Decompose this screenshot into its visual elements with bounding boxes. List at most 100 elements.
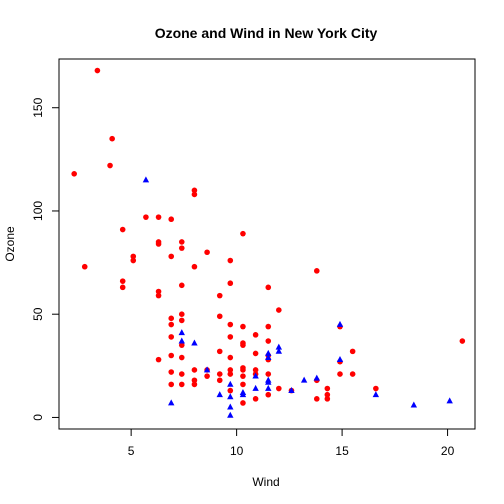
triangle-point xyxy=(275,343,283,350)
circle-point xyxy=(191,263,198,270)
circle-point xyxy=(155,241,162,247)
circle-point xyxy=(178,311,185,318)
triangle-point xyxy=(313,374,320,381)
triangle-point xyxy=(227,393,234,400)
triangle-point xyxy=(203,366,211,373)
circle-point xyxy=(252,332,259,338)
circle-point xyxy=(168,334,175,340)
circle-point xyxy=(168,381,175,388)
circle-point xyxy=(155,288,162,295)
triangle-point xyxy=(178,329,185,336)
circle-point xyxy=(313,268,320,274)
x-axis-label: Wind xyxy=(252,475,279,489)
circle-point xyxy=(178,342,185,348)
y-axis: 0 50 100 150 xyxy=(31,97,60,421)
circle-point xyxy=(324,396,331,402)
circle-point xyxy=(191,187,198,194)
circle-point xyxy=(71,170,77,177)
circle-point xyxy=(265,338,272,344)
triangle-point xyxy=(265,384,272,391)
circle-point xyxy=(155,214,162,220)
circle-point xyxy=(276,307,282,313)
chart-title: Ozone and Wind in New York City xyxy=(155,25,378,41)
circle-point xyxy=(168,315,175,322)
circle-point xyxy=(349,348,356,355)
circle-point xyxy=(168,352,175,359)
circle-point xyxy=(130,257,137,264)
triangle-point xyxy=(239,391,247,398)
x-tick-label: 5 xyxy=(128,444,135,458)
triangle-point xyxy=(178,337,185,344)
triangle-point xyxy=(227,380,234,387)
circle-point xyxy=(240,323,246,330)
circle-point xyxy=(178,371,185,377)
circle-point xyxy=(227,367,234,373)
y-axis-label: Ozone xyxy=(3,226,17,262)
circle-point xyxy=(227,387,234,394)
triangle-point xyxy=(142,176,150,183)
triangle-point xyxy=(275,347,283,354)
circle-point xyxy=(313,396,320,402)
circle-point xyxy=(168,253,175,260)
y-tick-label: 100 xyxy=(31,201,45,221)
circle-point xyxy=(155,292,162,299)
circle-point xyxy=(191,191,198,198)
circle-point xyxy=(240,230,246,237)
circle-point xyxy=(216,348,223,355)
circle-point xyxy=(276,385,282,392)
circle-point xyxy=(216,313,223,320)
circle-point xyxy=(337,371,343,377)
circle-point xyxy=(191,377,198,384)
circle-point xyxy=(373,385,379,392)
x-tick-label: 10 xyxy=(230,444,244,458)
circle-point xyxy=(119,226,126,233)
circle-point xyxy=(191,367,198,373)
circle-point xyxy=(155,356,162,363)
circle-point xyxy=(168,216,175,223)
triangle-point xyxy=(288,386,295,393)
circle-point xyxy=(178,239,185,245)
circle-point xyxy=(459,338,466,344)
triangle-point xyxy=(227,403,234,410)
circle-point xyxy=(178,317,185,324)
circle-point xyxy=(94,67,101,74)
circle-point xyxy=(252,350,259,357)
circle-point xyxy=(240,373,246,379)
circle-point xyxy=(324,385,331,392)
y-tick-label: 50 xyxy=(31,307,45,321)
circle-point xyxy=(240,367,246,373)
circle-point xyxy=(324,391,331,398)
circle-point xyxy=(107,162,113,169)
triangle-point xyxy=(446,397,453,404)
triangle-point xyxy=(168,399,175,406)
triangle-point xyxy=(252,384,259,391)
circle-point xyxy=(252,396,259,402)
circle-point xyxy=(227,257,234,264)
circle-point xyxy=(178,381,185,388)
triangle-point xyxy=(227,411,234,418)
triangle-point xyxy=(252,372,259,379)
circle-point xyxy=(265,284,272,291)
circle-point xyxy=(216,292,223,299)
circle-point xyxy=(168,369,175,375)
circle-point xyxy=(130,253,137,260)
triangle-point xyxy=(265,378,272,385)
triangle-point xyxy=(336,356,344,363)
triangle-point xyxy=(300,376,308,383)
circle-point xyxy=(227,334,234,340)
circle-point xyxy=(204,373,210,379)
circle-point xyxy=(178,245,185,251)
circle-point xyxy=(178,282,185,289)
circle-point xyxy=(81,263,88,270)
triangle-point xyxy=(216,391,223,398)
circle-point xyxy=(119,284,126,291)
circle-point xyxy=(204,249,210,256)
circle-point xyxy=(216,371,223,377)
circle-point xyxy=(252,367,259,373)
circle-point xyxy=(227,321,234,328)
circle-point xyxy=(265,391,272,398)
circle-point xyxy=(227,280,234,287)
circle-point xyxy=(216,377,223,384)
y-tick-label: 150 xyxy=(31,97,45,117)
